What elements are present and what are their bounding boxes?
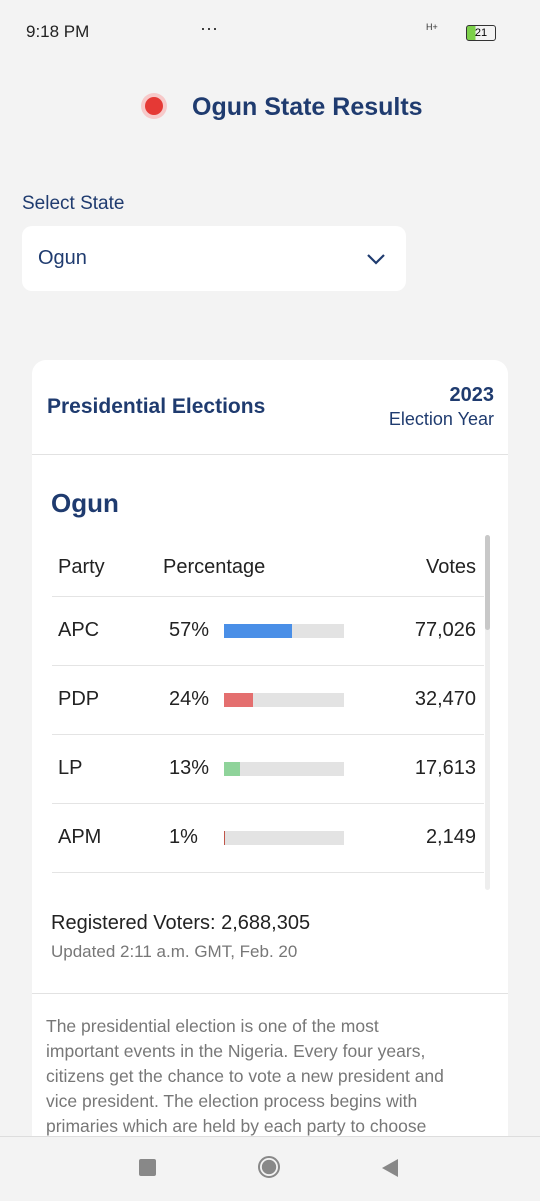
bar <box>224 831 226 845</box>
battery: 21 <box>466 25 496 41</box>
votes: 2,149 <box>425 826 476 848</box>
results-table: Party Percentage Votes APC 57% 77,026 PDP 24… <box>32 536 508 890</box>
votes: 17,613 <box>414 757 476 779</box>
description: The presidential election is one of the … <box>46 1014 444 1139</box>
page-title: Ogun State Results <box>192 93 423 121</box>
table-row: APM 1% 2,149 <box>52 803 484 873</box>
bar-track <box>224 831 344 845</box>
votes: 32,470 <box>414 688 476 710</box>
recent-button[interactable] <box>139 1159 156 1176</box>
column-header: Percentage <box>163 556 266 578</box>
column-header: Votes <box>425 556 476 578</box>
table-row: PDP 24% 32,470 <box>52 665 484 735</box>
party: LP <box>58 757 83 779</box>
updated-time: Updated 2:11 a.m. GMT, Feb. 20 <box>51 942 298 961</box>
time: 9:18 PM <box>26 22 90 41</box>
scrollbar <box>485 535 490 890</box>
year: 2023 <box>449 384 495 406</box>
year-label: Election Year <box>388 409 494 429</box>
percentage: 57% <box>169 619 210 641</box>
description-line: vice president. The election process beg… <box>46 1091 418 1111</box>
percentage: 24% <box>169 688 210 710</box>
divider <box>32 993 508 994</box>
bar <box>224 693 253 707</box>
card-title: Presidential Elections <box>47 395 266 418</box>
live-dot <box>145 97 163 115</box>
bar-track <box>224 693 344 707</box>
nav-bar <box>0 1136 540 1201</box>
table-header: Party Percentage Votes <box>52 536 484 597</box>
party: APC <box>58 619 100 641</box>
chevron <box>367 254 385 265</box>
bar <box>224 762 240 776</box>
table-row: LP 13% 17,613 <box>52 734 484 804</box>
divider <box>32 454 508 455</box>
back-button[interactable] <box>380 1158 400 1178</box>
column-header: Party <box>58 556 105 578</box>
description-line: The presidential election is one of the … <box>46 1016 379 1036</box>
description-line: important events in the Nigeria. Every f… <box>46 1041 426 1061</box>
party: PDP <box>58 688 100 710</box>
votes: 77,026 <box>414 619 476 641</box>
registered-voters: Registered Voters: 2,688,305 <box>51 912 311 934</box>
percentage: 13% <box>169 757 210 779</box>
select-value: Ogun <box>38 247 87 269</box>
state-name: Ogun <box>51 488 119 518</box>
party: APM <box>58 826 102 848</box>
results-card: Presidential Elections 2023 Election Yea… <box>32 360 508 1160</box>
more-icons: ··· <box>200 18 218 38</box>
description-line: primaries which are held by each party t… <box>46 1116 427 1136</box>
description-line: citizens get the chance to vote a new pr… <box>46 1066 444 1086</box>
percentage: 1% <box>169 826 198 848</box>
table-row: APC 57% 77,026 <box>52 596 484 666</box>
network: H+ <box>426 22 438 32</box>
state-select[interactable]: Ogun <box>22 226 406 291</box>
home-button[interactable] <box>258 1156 280 1178</box>
bar <box>224 624 293 638</box>
select-label: Select State <box>22 193 125 214</box>
bar-track <box>224 762 344 776</box>
bar-track <box>224 624 344 638</box>
